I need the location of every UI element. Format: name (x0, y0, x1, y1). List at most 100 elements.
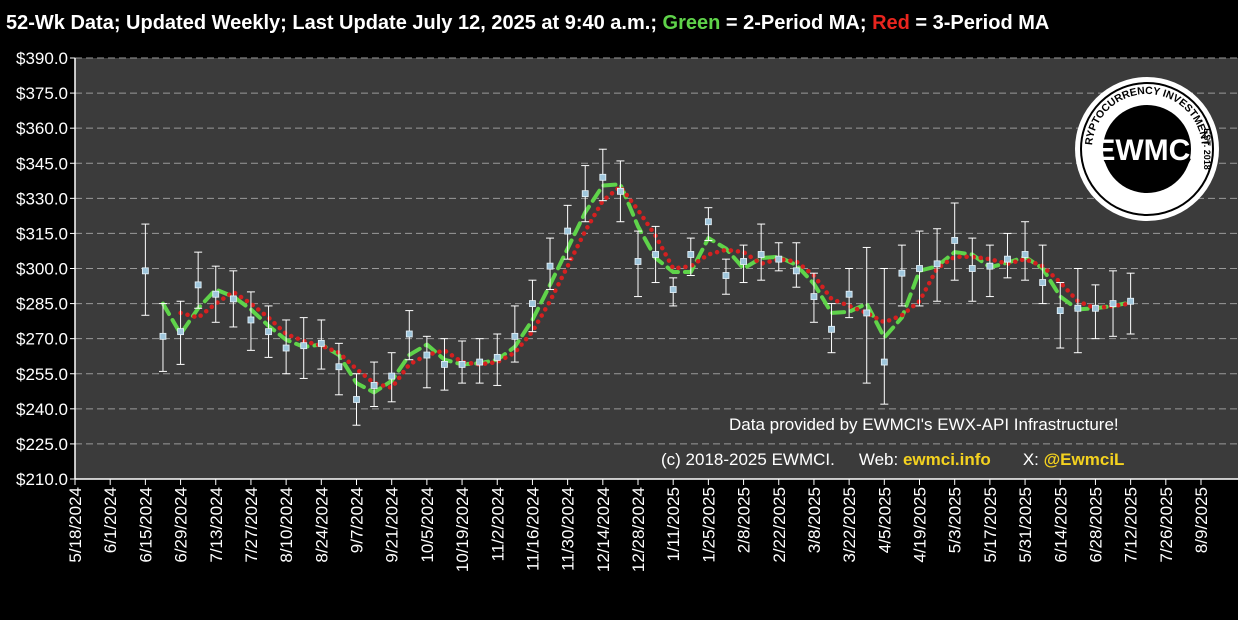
x-tick-label: 10/5/2024 (418, 487, 437, 563)
x-tick-label: 7/13/2024 (207, 487, 226, 563)
price-point (828, 325, 835, 333)
price-point (933, 260, 941, 268)
x-tick-label: 9/21/2024 (383, 487, 402, 563)
y-tick-label: $300.0 (16, 260, 68, 279)
price-point (845, 290, 853, 298)
price-point (722, 272, 730, 279)
price-point (1056, 307, 1064, 315)
price-point (599, 173, 607, 181)
x-tick-label: 7/26/2025 (1157, 487, 1176, 563)
price-point (740, 258, 747, 265)
price-point (458, 360, 466, 368)
price-point (687, 251, 695, 258)
price-point (617, 187, 624, 195)
price-point (757, 251, 765, 258)
price-point (141, 267, 149, 275)
x-tick-label: 1/25/2025 (699, 487, 718, 563)
price-point (564, 227, 572, 235)
price-point (863, 309, 871, 317)
x-tick-label: 5/18/2024 (66, 487, 85, 563)
price-point (265, 328, 272, 336)
x-tick-label: 8/10/2024 (277, 487, 296, 563)
x-tick-label: 4/19/2025 (911, 487, 930, 563)
y-tick-label: $285.0 (16, 295, 68, 314)
x-tick-label: 6/15/2024 (136, 487, 155, 563)
x-tick-label: 6/28/2025 (1086, 487, 1105, 563)
y-tick-label: $390.0 (16, 49, 68, 68)
price-point (1021, 251, 1029, 258)
x-tick-label: 9/7/2024 (348, 487, 367, 553)
price-point (1109, 300, 1117, 307)
price-point (423, 351, 431, 359)
price-point (968, 265, 976, 272)
price-point (704, 218, 712, 226)
price-point (194, 281, 202, 289)
price-point (898, 269, 906, 277)
y-tick-label: $210.0 (16, 470, 68, 489)
y-tick-label: $315.0 (16, 224, 68, 243)
y-tick-label: $345.0 (16, 154, 68, 173)
y-tick-label: $375.0 (16, 84, 68, 103)
price-point (388, 372, 396, 380)
price-point (247, 316, 255, 324)
price-point (792, 267, 800, 275)
price-point (282, 344, 290, 352)
y-tick-label: $270.0 (16, 330, 68, 349)
price-point (916, 265, 923, 272)
price-point (370, 382, 378, 389)
y-tick-label: $360.0 (16, 119, 68, 138)
price-point (810, 293, 818, 300)
price-point (634, 258, 642, 265)
price-point (880, 358, 888, 366)
x-tick-label: 5/3/2025 (946, 487, 965, 553)
title-green-word: Green (662, 12, 721, 34)
x-tick-label: 4/5/2025 (875, 487, 894, 553)
x-tick-label: 6/1/2024 (101, 487, 120, 553)
ewmci-logo: CRYPTOCURRENCY INVESTMENTS EAST-WEST MAG… (1074, 76, 1219, 221)
x-tick-label: 11/30/2024 (559, 487, 578, 571)
title-red-word: Red (872, 12, 910, 34)
y-tick-label: $225.0 (16, 435, 68, 454)
price-point (951, 237, 959, 244)
price-point (1127, 297, 1135, 305)
price-point (511, 332, 519, 340)
y-tick-label: $240.0 (16, 400, 68, 419)
price-point (177, 328, 184, 336)
x-tick-label: 7/12/2025 (1122, 487, 1141, 563)
price-point (300, 342, 308, 350)
price-point (441, 360, 448, 368)
price-point (1039, 279, 1047, 286)
web-link[interactable]: ewmci.info (902, 450, 991, 469)
price-point (335, 363, 343, 371)
x-tick-label: 1/11/2025 (664, 487, 683, 561)
price-point (581, 190, 589, 198)
price-point (652, 251, 659, 258)
x-tick-label: 12/14/2024 (594, 487, 613, 572)
web-label: Web: (858, 450, 899, 469)
x-tick-label: 3/22/2025 (840, 487, 859, 563)
x-handle-link[interactable]: @EwmciL (1043, 450, 1125, 469)
x-tick-label: 6/14/2025 (1051, 487, 1070, 563)
title-mid: = 2-Period MA; (720, 12, 873, 34)
price-point (529, 300, 536, 307)
x-tick-label: 5/31/2025 (1016, 487, 1035, 563)
logo-center-text: EWMCI (1095, 134, 1198, 167)
price-point (1004, 255, 1011, 263)
title-suffix: = 3-Period MA (909, 12, 1050, 34)
price-point (159, 332, 167, 340)
price-point (405, 330, 413, 338)
title-prefix: 52-Wk Data; Updated Weekly; Last Update … (6, 12, 663, 34)
price-point (546, 262, 554, 270)
x-tick-label: 3/8/2025 (805, 487, 824, 553)
x-tick-label: 8/9/2025 (1192, 487, 1211, 553)
price-point (476, 358, 484, 366)
logo-est-text: EST. 2018 (1202, 128, 1212, 170)
x-tick-label: 12/28/2024 (629, 487, 648, 572)
x-tick-label: 5/17/2025 (981, 487, 1000, 563)
price-point (212, 290, 220, 298)
x-tick-label: 6/29/2024 (172, 487, 191, 563)
price-point (775, 255, 783, 263)
x-tick-label: 11/2/2024 (488, 487, 507, 561)
copyright-text: (c) 2018-2025 EWMCI. (661, 450, 835, 469)
